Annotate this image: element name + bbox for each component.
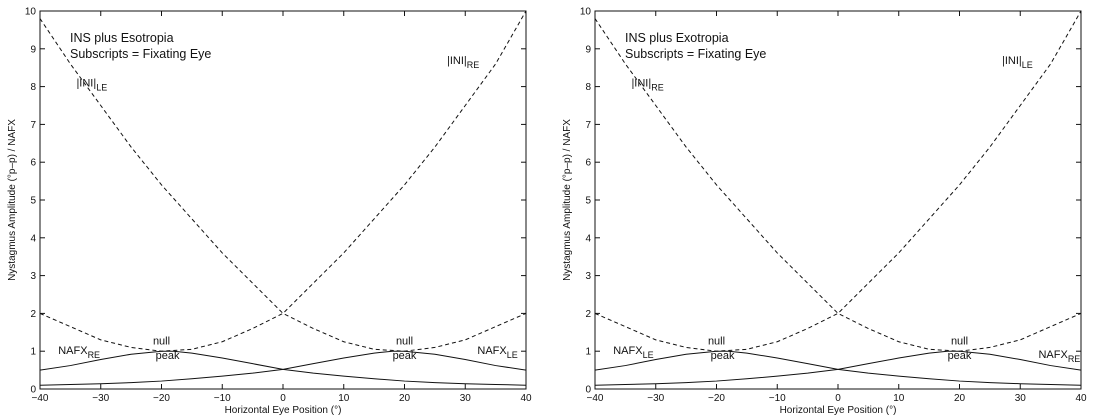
x-tick-label: 10 xyxy=(893,393,905,404)
chart-esotropia: −40 −30 −20 −10 0 10 20 30 40012345678910Horizon… xyxy=(7,7,532,417)
y-tick-label: 1 xyxy=(30,347,36,358)
y-tick-label: 10 xyxy=(25,7,37,18)
x-tick-label: 20 xyxy=(399,393,411,404)
annotation-null: null xyxy=(153,335,170,347)
y-tick-label: 3 xyxy=(585,271,591,282)
y-tick-label: 10 xyxy=(580,7,592,18)
chart-panel-esotropia: −40 −30 −20 −10 0 10 20 30 40 0 1 2 3 4 5 6 7 8 9 10 Horizon… xyxy=(0,0,546,420)
plot-frame xyxy=(39,10,527,390)
series-label-ini-le: |INI|LE xyxy=(1002,55,1033,70)
annotation-peak: peak xyxy=(948,350,972,362)
series-label-ini-le: |INI|LE xyxy=(76,78,107,93)
series-label-nafx-le: NAFXLE xyxy=(613,345,653,360)
x-tick-label: 40 xyxy=(1075,393,1087,404)
y-tick-label: 6 xyxy=(30,158,36,169)
y-tick-label: 6 xyxy=(585,158,591,169)
series-line-ini-re xyxy=(39,10,527,352)
x-tick-label: 10 xyxy=(338,393,350,404)
chart-title: INS plus Esotropia xyxy=(70,31,174,45)
series-line-ini-le xyxy=(39,18,527,352)
series-line-nafx-le xyxy=(594,350,1082,386)
x-tick-label: −40 xyxy=(587,393,604,404)
x-tick-label: 40 xyxy=(520,393,532,404)
y-tick-label: 4 xyxy=(585,233,591,244)
y-tick-label: 9 xyxy=(585,44,591,55)
series-line-ini-le xyxy=(594,10,1082,352)
x-tick-label: 0 xyxy=(280,393,286,404)
series-label-nafx-le: NAFXLE xyxy=(477,345,517,360)
chart-subtitle: Subscripts = Fixating Eye xyxy=(70,47,211,61)
series-line-nafx-le xyxy=(39,350,527,386)
x-tick-label: 30 xyxy=(460,393,472,404)
y-tick-label: 3 xyxy=(30,271,36,282)
y-tick-label: 0 xyxy=(30,385,36,396)
series-line-nafx-re xyxy=(39,350,527,386)
y-tick-label: 2 xyxy=(585,309,591,320)
annotation-peak: peak xyxy=(393,350,417,362)
x-tick-label: 20 xyxy=(954,393,966,404)
chart-panel-exotropia: −40 −30 −20 −10 0 10 20 30 40 0 1 2 3 4 5 6 7 8 9 10 Horizon… xyxy=(555,0,1093,420)
series-line-ini-re xyxy=(594,18,1082,352)
x-tick-label: −20 xyxy=(708,393,725,404)
x-axis-label: Horizontal Eye Position (°) xyxy=(225,405,342,416)
y-tick-label: 2 xyxy=(30,309,36,320)
x-tick-label: −20 xyxy=(153,393,170,404)
y-tick-label: 0 xyxy=(585,385,591,396)
series-label-ini-re: |INI|RE xyxy=(631,78,663,93)
annotation-peak: peak xyxy=(156,350,180,362)
x-tick-label: 0 xyxy=(835,393,841,404)
y-tick-label: 5 xyxy=(585,196,591,207)
annotation-null: null xyxy=(396,335,413,347)
y-tick-label: 7 xyxy=(585,120,591,131)
y-tick-label: 8 xyxy=(585,82,591,93)
y-axis-label: Nystagmus Amplitude (°p–p) / NAFX xyxy=(7,119,18,281)
x-axis-label: Horizontal Eye Position (°) xyxy=(780,405,897,416)
annotation-peak: peak xyxy=(711,350,735,362)
y-tick-label: 5 xyxy=(30,196,36,207)
annotation-null: null xyxy=(951,335,968,347)
x-tick-label: −30 xyxy=(92,393,109,404)
x-tick-label: −10 xyxy=(769,393,786,404)
y-tick-label: 8 xyxy=(30,82,36,93)
chart-subtitle: Subscripts = Fixating Eye xyxy=(625,47,766,61)
chart-title: INS plus Exotropia xyxy=(625,31,729,45)
series-label-ini-re: |INI|RE xyxy=(447,55,479,70)
chart-exotropia: −40 −30 −20 −10 0 10 20 30 40012345678910Horizon… xyxy=(562,7,1087,417)
series-line-nafx-re xyxy=(594,350,1082,386)
y-tick-label: 9 xyxy=(30,44,36,55)
x-tick-label: −10 xyxy=(214,393,231,404)
x-tick-label: −40 xyxy=(32,393,49,404)
x-tick-label: −30 xyxy=(647,393,664,404)
y-axis-label: Nystagmus Amplitude (°p–p) / NAFX xyxy=(562,119,573,281)
x-tick-label: 30 xyxy=(1015,393,1027,404)
annotation-null: null xyxy=(708,335,725,347)
y-tick-label: 1 xyxy=(585,347,591,358)
y-tick-label: 7 xyxy=(30,120,36,131)
series-label-nafx-re: NAFXRE xyxy=(58,345,100,360)
series-label-nafx-re: NAFXRE xyxy=(1038,349,1080,364)
plot-frame xyxy=(594,10,1082,390)
y-tick-label: 4 xyxy=(30,233,36,244)
